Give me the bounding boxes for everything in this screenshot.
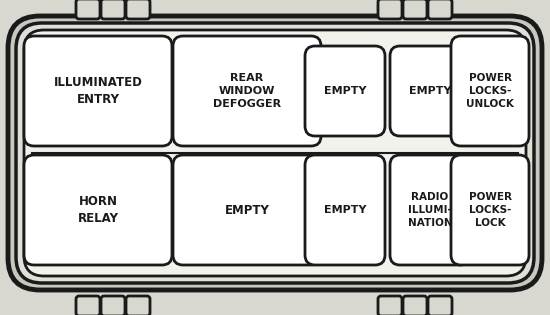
Text: POWER
LOCKS-
LOCK: POWER LOCKS- LOCK [469, 192, 512, 228]
FancyBboxPatch shape [428, 296, 452, 315]
FancyBboxPatch shape [16, 23, 534, 283]
FancyBboxPatch shape [403, 296, 427, 315]
FancyBboxPatch shape [390, 46, 470, 136]
FancyBboxPatch shape [24, 155, 172, 265]
FancyBboxPatch shape [305, 155, 385, 265]
FancyBboxPatch shape [428, 0, 452, 19]
FancyBboxPatch shape [378, 0, 402, 19]
FancyBboxPatch shape [305, 46, 385, 136]
FancyBboxPatch shape [126, 296, 150, 315]
FancyBboxPatch shape [24, 36, 172, 146]
Text: POWER
LOCKS-
UNLOCK: POWER LOCKS- UNLOCK [466, 73, 514, 109]
Text: HORN
RELAY: HORN RELAY [78, 195, 118, 225]
FancyBboxPatch shape [8, 16, 542, 290]
Text: EMPTY: EMPTY [224, 203, 270, 216]
FancyBboxPatch shape [390, 155, 470, 265]
FancyBboxPatch shape [126, 0, 150, 19]
FancyBboxPatch shape [173, 155, 321, 265]
Text: ILLUMINATED
ENTRY: ILLUMINATED ENTRY [53, 76, 142, 106]
FancyBboxPatch shape [403, 0, 427, 19]
FancyBboxPatch shape [76, 0, 100, 19]
FancyBboxPatch shape [451, 36, 529, 146]
Text: EMPTY: EMPTY [324, 205, 366, 215]
Text: EMPTY: EMPTY [409, 86, 451, 96]
FancyBboxPatch shape [76, 296, 100, 315]
Text: EMPTY: EMPTY [324, 86, 366, 96]
FancyBboxPatch shape [24, 30, 526, 276]
FancyBboxPatch shape [101, 0, 125, 19]
FancyBboxPatch shape [451, 155, 529, 265]
Text: REAR
WINDOW
DEFOGGER: REAR WINDOW DEFOGGER [213, 73, 281, 109]
Text: RADIO
ILLUMI-
NATION: RADIO ILLUMI- NATION [408, 192, 452, 228]
FancyBboxPatch shape [173, 36, 321, 146]
FancyBboxPatch shape [101, 296, 125, 315]
FancyBboxPatch shape [378, 296, 402, 315]
